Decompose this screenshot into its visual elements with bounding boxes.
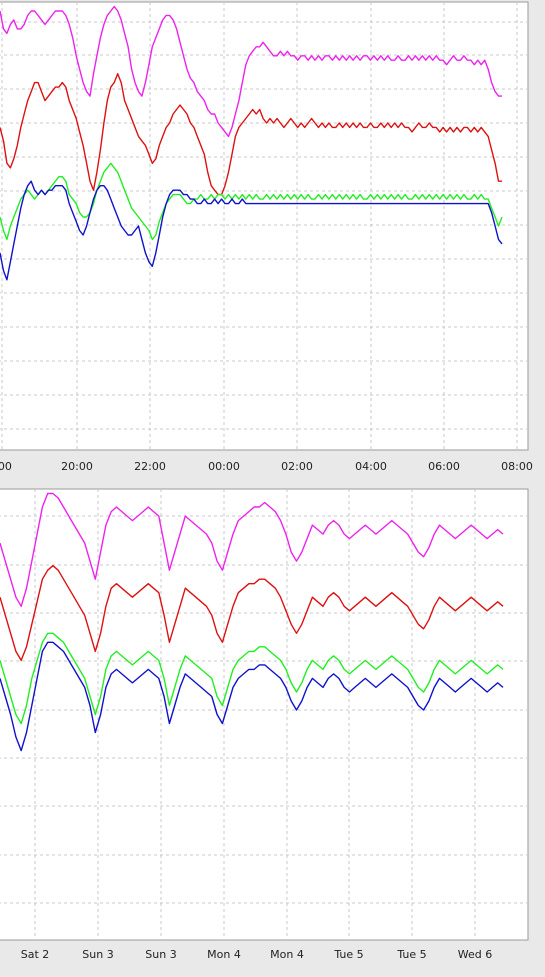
chart-top: :00 20:00 22:00 00:00 02:00 04:00 06:00 08:00 bbox=[0, 1, 533, 473]
x-tick-label: :00 bbox=[0, 460, 12, 473]
x-tick-label: Mon 4 bbox=[207, 948, 241, 961]
plot-area-top bbox=[0, 1, 529, 451]
x-tick-label: Mon 4 bbox=[270, 948, 304, 961]
series-line-magenta bbox=[0, 492, 504, 607]
x-tick-label: 04:00 bbox=[355, 460, 387, 473]
series-line-green bbox=[0, 162, 503, 241]
x-tick-label: 22:00 bbox=[134, 460, 166, 473]
x-tick-label: 08:00 bbox=[501, 460, 533, 473]
x-tick-label: Tue 5 bbox=[333, 948, 363, 961]
x-tick-label: 00:00 bbox=[208, 460, 240, 473]
plot-area-bottom bbox=[0, 488, 529, 941]
gridlines-bottom bbox=[0, 489, 528, 940]
x-tick-label: Sat 2 bbox=[21, 948, 50, 961]
series-line-blue bbox=[0, 180, 503, 281]
gridlines-top bbox=[0, 2, 528, 450]
series-line-green bbox=[0, 632, 504, 725]
series-top bbox=[0, 5, 503, 281]
series-line-red bbox=[0, 565, 504, 662]
series-bottom bbox=[0, 492, 504, 752]
x-tick-label: 06:00 bbox=[428, 460, 460, 473]
chart-bottom: Sat 2 Sun 3 Sun 3 Mon 4 Mon 4 Tue 5 Tue 5 Wed 6 bbox=[0, 488, 529, 961]
x-tick-labels-bottom: Sat 2 Sun 3 Sun 3 Mon 4 Mon 4 Tue 5 Tue 5 Wed 6 bbox=[21, 948, 493, 961]
series-line-red bbox=[0, 72, 502, 196]
series-line-magenta bbox=[0, 5, 502, 138]
x-tick-label: 02:00 bbox=[281, 460, 313, 473]
x-tick-label: Sun 3 bbox=[82, 948, 113, 961]
x-tick-label: Sun 3 bbox=[145, 948, 176, 961]
series-line-blue bbox=[0, 641, 504, 752]
x-tick-label: Wed 6 bbox=[458, 948, 492, 961]
x-tick-labels-top: :00 20:00 22:00 00:00 02:00 04:00 06:00 08:00 bbox=[0, 460, 533, 473]
x-tick-label: 20:00 bbox=[61, 460, 93, 473]
x-tick-label: Tue 5 bbox=[396, 948, 426, 961]
